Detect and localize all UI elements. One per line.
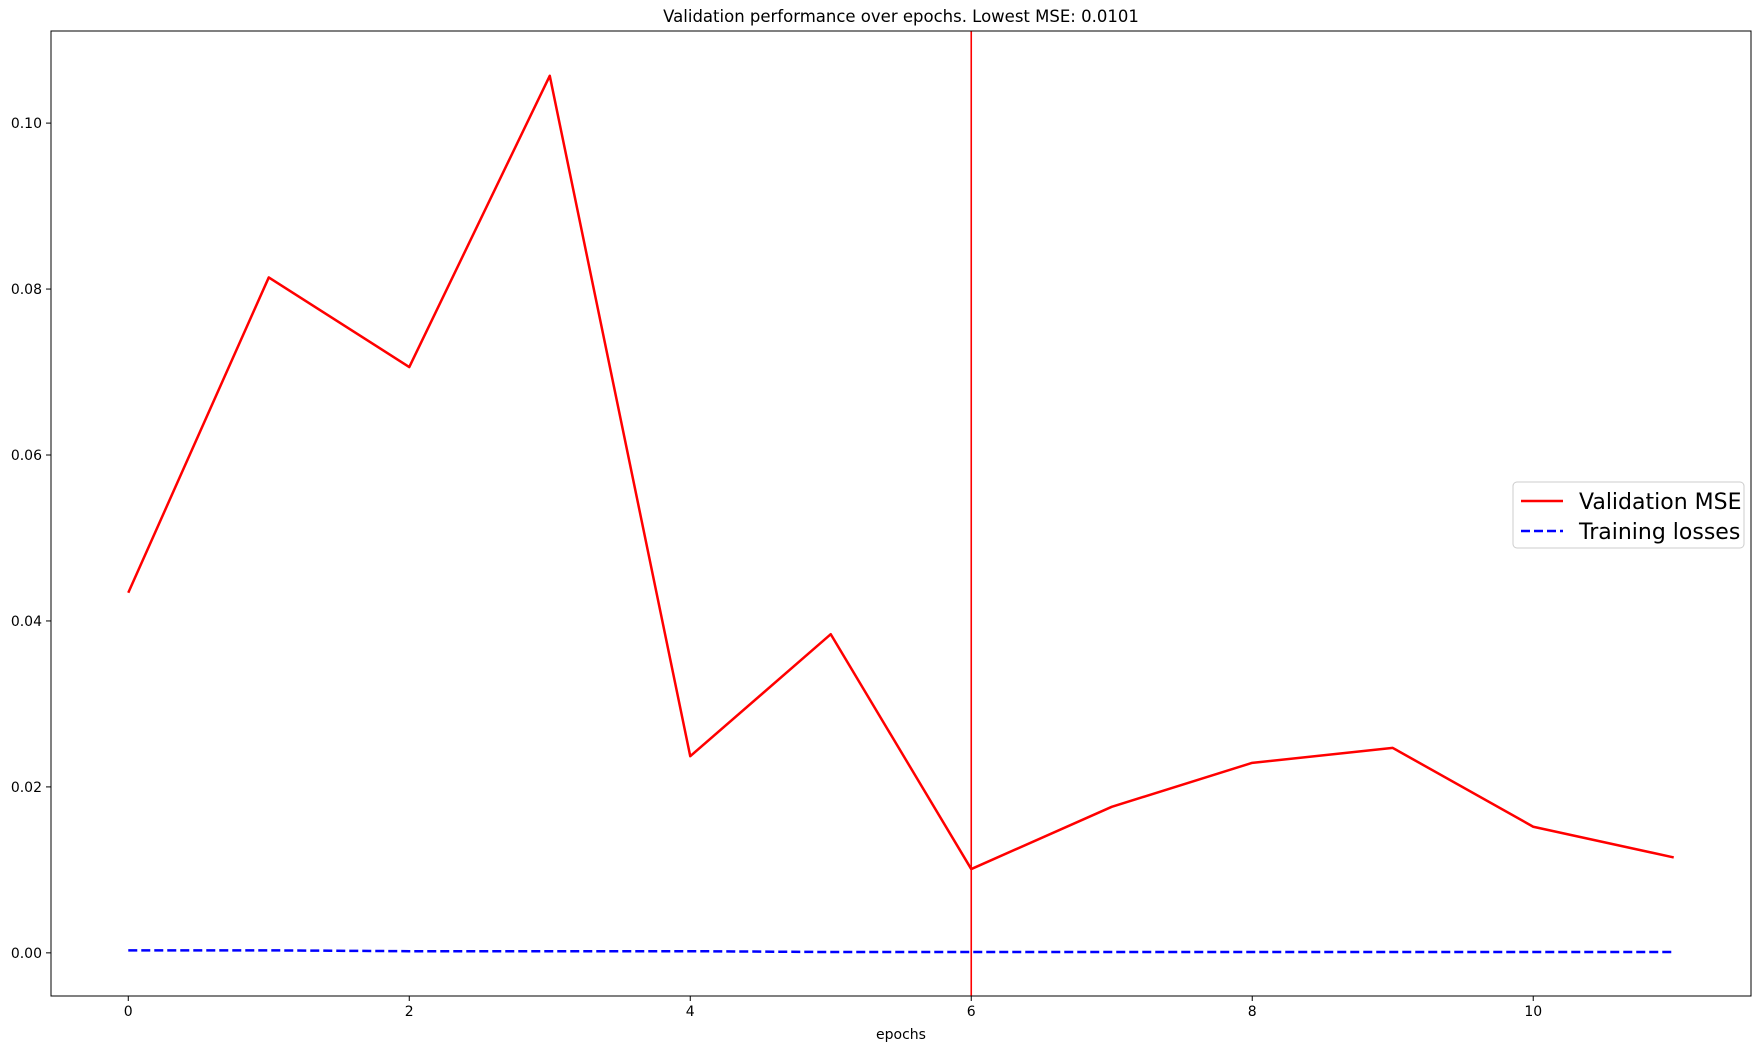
y-tick-label: 0.10 <box>11 116 42 132</box>
validation-mse-line <box>127 74 1674 871</box>
y-axis: 0.00 0.02 0.04 0.06 0.08 0.10 <box>11 116 51 962</box>
x-tick-label: 4 <box>686 1004 695 1020</box>
training-losses-line <box>128 949 1674 954</box>
x-axis: 0 2 4 6 8 10 <box>124 996 1542 1020</box>
x-tick-label: 0 <box>124 1004 133 1020</box>
x-tick-label: 8 <box>1248 1004 1257 1020</box>
legend-label: Validation MSE <box>1579 490 1741 515</box>
plot-frame <box>50 30 1752 997</box>
legend: Validation MSE Training losses <box>1512 481 1745 549</box>
chart-title: Validation performance over epochs. Lowe… <box>663 7 1139 26</box>
x-axis-label: epochs <box>876 1027 926 1043</box>
y-tick-label: 0.08 <box>11 282 42 298</box>
y-tick-label: 0.02 <box>11 780 42 796</box>
y-tick-label: 0.06 <box>11 448 42 464</box>
y-tick-label: 0.04 <box>11 614 42 630</box>
plot-layer <box>127 31 1674 996</box>
legend-label: Training losses <box>1578 520 1740 545</box>
x-tick-label: 10 <box>1524 1004 1542 1020</box>
legend-box <box>1512 481 1745 549</box>
x-tick-label: 6 <box>967 1004 976 1020</box>
y-tick-label: 0.00 <box>11 946 42 962</box>
x-tick-label: 2 <box>405 1004 414 1020</box>
